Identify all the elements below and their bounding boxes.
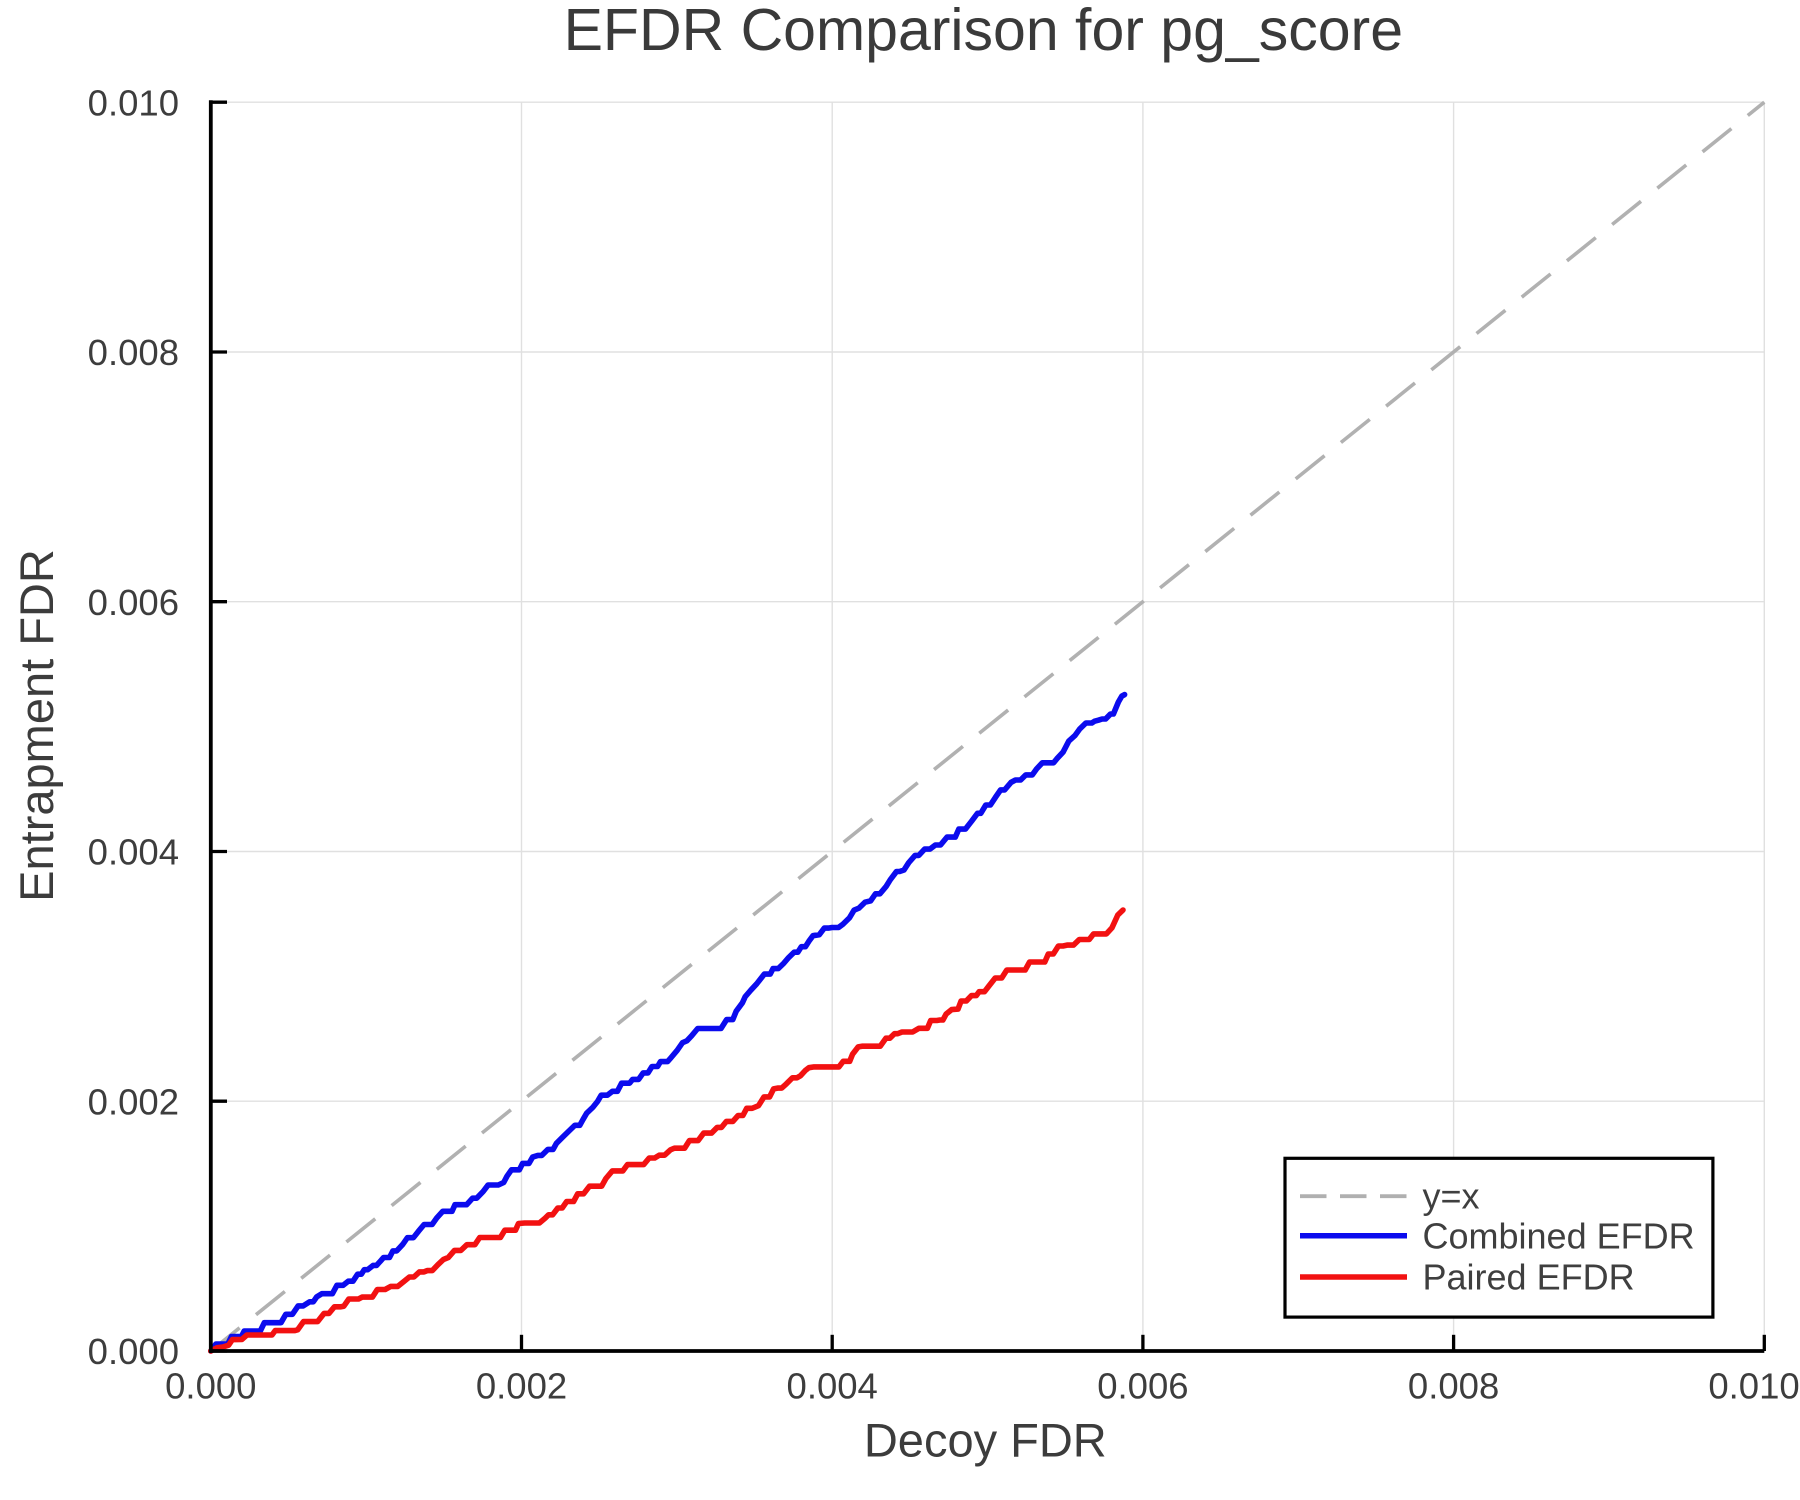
svg-text:0.002: 0.002 (88, 1081, 179, 1122)
svg-text:0.008: 0.008 (88, 332, 179, 373)
svg-text:0.004: 0.004 (787, 1366, 878, 1407)
svg-text:Entrapment FDR: Entrapment FDR (10, 549, 63, 902)
svg-text:0.000: 0.000 (165, 1366, 256, 1407)
svg-text:Paired EFDR: Paired EFDR (1423, 1257, 1635, 1298)
svg-text:EFDR Comparison for pg_score: EFDR Comparison for pg_score (564, 0, 1403, 63)
svg-text:Combined EFDR: Combined EFDR (1423, 1215, 1695, 1256)
svg-text:0.002: 0.002 (476, 1366, 567, 1407)
svg-text:0.004: 0.004 (88, 832, 179, 873)
svg-text:Decoy FDR: Decoy FDR (864, 1414, 1107, 1467)
svg-text:0.010: 0.010 (1708, 1366, 1799, 1407)
svg-text:0.006: 0.006 (1097, 1366, 1188, 1407)
svg-text:0.006: 0.006 (88, 582, 179, 623)
svg-text:0.008: 0.008 (1408, 1366, 1499, 1407)
svg-text:0.000: 0.000 (88, 1331, 179, 1372)
svg-text:y=x: y=x (1423, 1176, 1480, 1217)
svg-text:0.010: 0.010 (88, 82, 179, 123)
